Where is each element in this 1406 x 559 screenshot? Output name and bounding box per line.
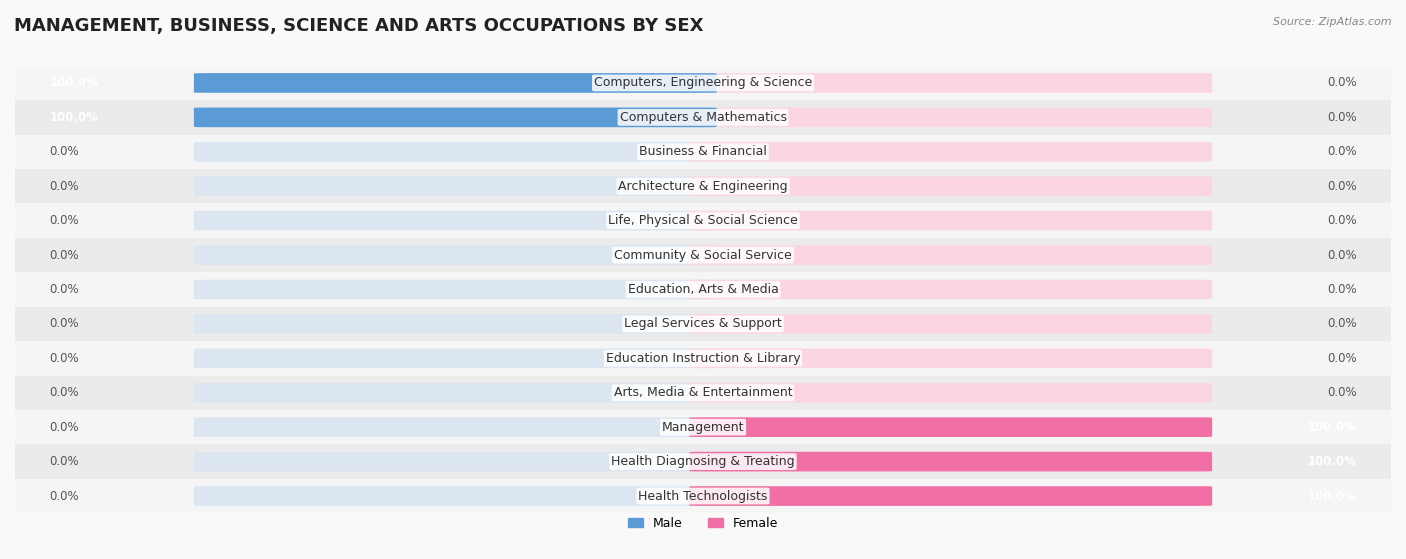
Text: Business & Financial: Business & Financial — [640, 145, 766, 158]
Text: Community & Social Service: Community & Social Service — [614, 249, 792, 262]
FancyBboxPatch shape — [689, 245, 1212, 265]
FancyBboxPatch shape — [689, 107, 1212, 127]
FancyBboxPatch shape — [194, 418, 717, 437]
Text: 0.0%: 0.0% — [49, 386, 79, 399]
Text: 100.0%: 100.0% — [1308, 490, 1357, 503]
FancyBboxPatch shape — [15, 376, 1391, 410]
Text: 0.0%: 0.0% — [49, 352, 79, 365]
FancyBboxPatch shape — [689, 452, 1212, 471]
Text: Education, Arts & Media: Education, Arts & Media — [627, 283, 779, 296]
Text: 100.0%: 100.0% — [1308, 421, 1357, 434]
Text: 0.0%: 0.0% — [1327, 145, 1357, 158]
Text: 0.0%: 0.0% — [1327, 180, 1357, 193]
FancyBboxPatch shape — [689, 418, 1212, 437]
FancyBboxPatch shape — [194, 107, 717, 127]
Text: 0.0%: 0.0% — [49, 180, 79, 193]
FancyBboxPatch shape — [15, 169, 1391, 203]
FancyBboxPatch shape — [194, 280, 717, 299]
FancyBboxPatch shape — [194, 314, 717, 334]
FancyBboxPatch shape — [15, 444, 1391, 479]
Text: Health Diagnosing & Treating: Health Diagnosing & Treating — [612, 455, 794, 468]
FancyBboxPatch shape — [15, 479, 1391, 513]
FancyBboxPatch shape — [689, 314, 1212, 334]
Text: 0.0%: 0.0% — [49, 283, 79, 296]
FancyBboxPatch shape — [194, 383, 717, 402]
FancyBboxPatch shape — [15, 203, 1391, 238]
Text: 0.0%: 0.0% — [1327, 77, 1357, 89]
FancyBboxPatch shape — [689, 177, 1212, 196]
Text: 0.0%: 0.0% — [49, 490, 79, 503]
FancyBboxPatch shape — [194, 486, 717, 506]
Text: 0.0%: 0.0% — [1327, 386, 1357, 399]
Text: 0.0%: 0.0% — [1327, 352, 1357, 365]
FancyBboxPatch shape — [194, 107, 717, 127]
FancyBboxPatch shape — [689, 383, 1212, 402]
Text: Life, Physical & Social Science: Life, Physical & Social Science — [609, 214, 797, 227]
FancyBboxPatch shape — [689, 211, 1212, 230]
Text: 0.0%: 0.0% — [1327, 214, 1357, 227]
Text: 100.0%: 100.0% — [49, 111, 98, 124]
Text: Legal Services & Support: Legal Services & Support — [624, 318, 782, 330]
FancyBboxPatch shape — [194, 142, 717, 162]
Text: Architecture & Engineering: Architecture & Engineering — [619, 180, 787, 193]
FancyBboxPatch shape — [15, 272, 1391, 307]
Text: 0.0%: 0.0% — [49, 145, 79, 158]
FancyBboxPatch shape — [15, 238, 1391, 272]
FancyBboxPatch shape — [689, 280, 1212, 299]
FancyBboxPatch shape — [689, 418, 1212, 437]
FancyBboxPatch shape — [15, 135, 1391, 169]
FancyBboxPatch shape — [15, 66, 1391, 100]
FancyBboxPatch shape — [194, 73, 717, 93]
FancyBboxPatch shape — [15, 410, 1391, 444]
Text: Education Instruction & Library: Education Instruction & Library — [606, 352, 800, 365]
FancyBboxPatch shape — [15, 341, 1391, 376]
Text: Arts, Media & Entertainment: Arts, Media & Entertainment — [613, 386, 793, 399]
Legend: Male, Female: Male, Female — [623, 512, 783, 535]
FancyBboxPatch shape — [689, 486, 1212, 506]
FancyBboxPatch shape — [194, 177, 717, 196]
Text: MANAGEMENT, BUSINESS, SCIENCE AND ARTS OCCUPATIONS BY SEX: MANAGEMENT, BUSINESS, SCIENCE AND ARTS O… — [14, 17, 703, 35]
Text: 0.0%: 0.0% — [1327, 111, 1357, 124]
Text: 0.0%: 0.0% — [49, 249, 79, 262]
Text: Computers, Engineering & Science: Computers, Engineering & Science — [593, 77, 813, 89]
FancyBboxPatch shape — [689, 348, 1212, 368]
Text: Source: ZipAtlas.com: Source: ZipAtlas.com — [1274, 17, 1392, 27]
FancyBboxPatch shape — [689, 73, 1212, 93]
Text: 0.0%: 0.0% — [49, 318, 79, 330]
FancyBboxPatch shape — [194, 452, 717, 471]
Text: 0.0%: 0.0% — [1327, 249, 1357, 262]
Text: 0.0%: 0.0% — [1327, 283, 1357, 296]
FancyBboxPatch shape — [194, 211, 717, 230]
FancyBboxPatch shape — [689, 452, 1212, 471]
FancyBboxPatch shape — [15, 100, 1391, 135]
Text: 0.0%: 0.0% — [49, 421, 79, 434]
FancyBboxPatch shape — [689, 142, 1212, 162]
FancyBboxPatch shape — [194, 73, 717, 93]
FancyBboxPatch shape — [194, 348, 717, 368]
Text: 100.0%: 100.0% — [1308, 455, 1357, 468]
Text: Management: Management — [662, 421, 744, 434]
FancyBboxPatch shape — [689, 486, 1212, 506]
Text: Computers & Mathematics: Computers & Mathematics — [620, 111, 786, 124]
FancyBboxPatch shape — [194, 245, 717, 265]
Text: Health Technologists: Health Technologists — [638, 490, 768, 503]
Text: 0.0%: 0.0% — [49, 214, 79, 227]
Text: 0.0%: 0.0% — [49, 455, 79, 468]
Text: 0.0%: 0.0% — [1327, 318, 1357, 330]
Text: 100.0%: 100.0% — [49, 77, 98, 89]
FancyBboxPatch shape — [15, 307, 1391, 341]
